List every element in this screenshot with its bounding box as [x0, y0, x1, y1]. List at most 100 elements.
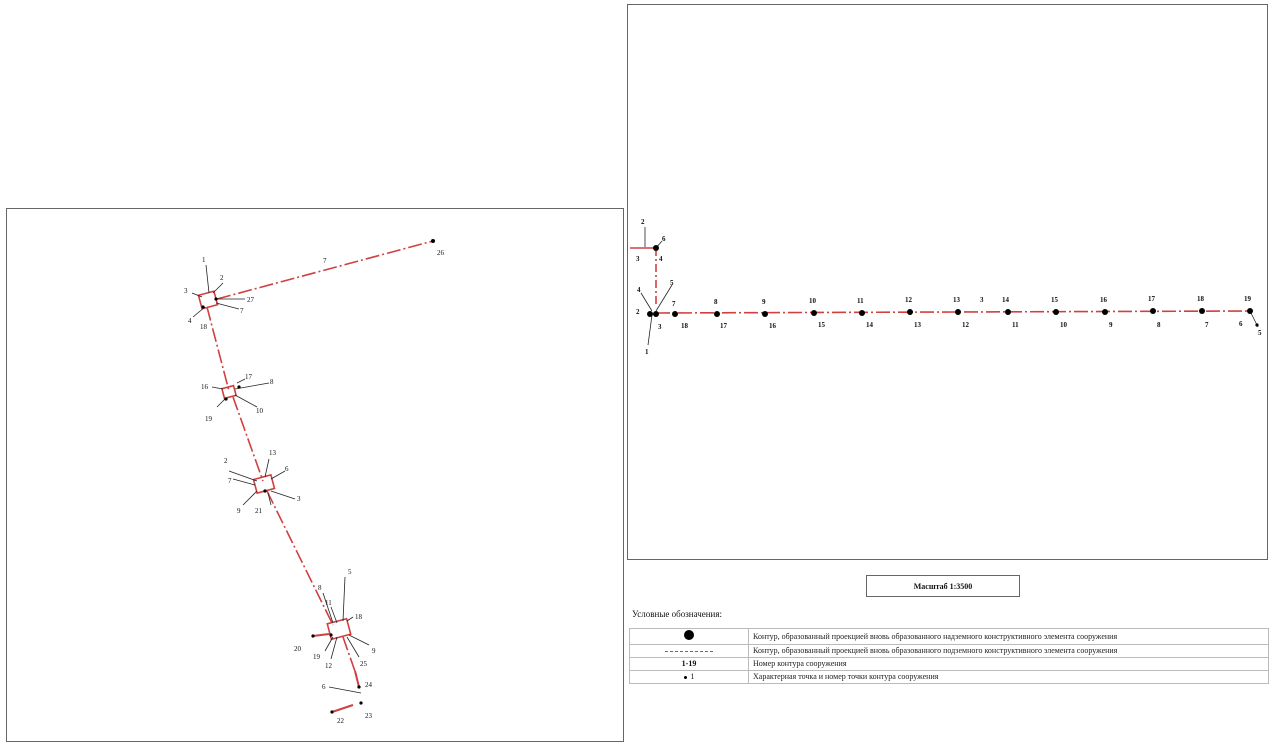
- contour-line-main-1: [206, 306, 230, 392]
- legend-desc: Номер контура сооружения: [748, 657, 1269, 671]
- right-label: 4: [637, 286, 641, 294]
- left-label: 6: [322, 683, 326, 691]
- legend-row: 1 Характерная точка и номер точки контур…: [629, 670, 1269, 684]
- left-label: 7: [240, 307, 244, 315]
- right-label: 10: [809, 297, 817, 305]
- right-label: 13: [914, 321, 922, 329]
- left-label: 3: [184, 287, 188, 295]
- left-label: 5: [348, 568, 352, 576]
- right-label: 9: [1109, 321, 1113, 329]
- legend-table: Контур, образованный проекцией вновь обр…: [629, 628, 1269, 684]
- left-map-panel: 1 2 3 27 7 4 18 7 26 17 8 16 19 10 13 2 …: [6, 208, 624, 742]
- legend-desc: Контур, образованный проекцией вновь обр…: [748, 628, 1269, 645]
- left-label: 18: [200, 323, 208, 331]
- left-label: 23: [365, 712, 373, 720]
- right-label: 2: [641, 218, 645, 226]
- left-label: 21: [255, 507, 263, 515]
- left-label: 9: [372, 647, 376, 655]
- right-label: 8: [1157, 321, 1161, 329]
- left-label: 20: [294, 645, 302, 653]
- contour-seg-22: [331, 704, 354, 713]
- left-label: 13: [269, 449, 277, 457]
- right-label: 5: [1258, 329, 1262, 337]
- left-label: 8: [318, 584, 322, 592]
- right-label: 4: [659, 255, 663, 263]
- right-label: 17: [1148, 295, 1156, 303]
- right-label: 2: [636, 308, 640, 316]
- scale-label: Масштаб 1:3500: [866, 575, 1020, 597]
- contour-line-7-26: [216, 240, 434, 300]
- right-label: 12: [905, 296, 913, 304]
- right-label: 14: [1002, 296, 1010, 304]
- left-label: 19: [313, 653, 321, 661]
- left-label: 9: [237, 507, 241, 515]
- right-label: 3: [636, 255, 640, 263]
- left-label: 27: [247, 296, 255, 304]
- left-label: 7: [228, 477, 232, 485]
- contour-line-main-2: [232, 396, 264, 482]
- right-label: 6: [662, 235, 666, 243]
- structure-box-mid1: [220, 384, 238, 400]
- right-label: 3: [658, 323, 662, 331]
- left-label: 4: [188, 317, 192, 325]
- right-label: 8: [714, 298, 718, 306]
- left-label: 2: [220, 274, 224, 282]
- right-label: 17: [720, 322, 728, 330]
- right-label: 18: [681, 322, 689, 330]
- left-label: 10: [256, 407, 264, 415]
- right-label: 3: [980, 296, 984, 304]
- left-label: 18: [355, 613, 363, 621]
- left-label: 8: [270, 378, 274, 386]
- left-label: 6: [285, 465, 289, 473]
- right-label: 15: [1051, 296, 1059, 304]
- left-label: 7: [323, 257, 327, 265]
- left-label: 12: [325, 662, 333, 670]
- legend-title: Условные обозначения:: [632, 609, 723, 619]
- left-label: 17: [245, 373, 253, 381]
- left-label: 24: [365, 681, 373, 689]
- contour-line-lower: [342, 636, 358, 678]
- left-label: 1: [202, 256, 206, 264]
- left-label: 16: [201, 383, 209, 391]
- contour-line-main-3: [266, 490, 334, 626]
- legend-desc: Характерная точка и номер точки контура …: [748, 670, 1269, 684]
- point-icon: [683, 675, 687, 679]
- structure-box-top: [197, 290, 219, 310]
- left-label: 19: [205, 415, 213, 423]
- contour-seg-20: [312, 633, 330, 637]
- left-label: 2: [224, 457, 228, 465]
- right-label: 1: [645, 348, 649, 356]
- left-label: 3: [297, 495, 301, 503]
- contour-line-horizontal: [655, 310, 1251, 314]
- right-label: 10: [1060, 321, 1068, 329]
- structure-box-low: [326, 617, 352, 641]
- right-label: 7: [672, 300, 676, 308]
- right-label: 7: [1205, 321, 1209, 329]
- right-label: 5: [670, 279, 674, 287]
- right-label: 11: [857, 297, 864, 305]
- right-label: 19: [1244, 295, 1252, 303]
- right-label: 18: [1197, 295, 1205, 303]
- right-label: 15: [818, 321, 826, 329]
- right-label: 6: [1239, 320, 1243, 328]
- legend-row: Контур, образованный проекцией вновь обр…: [629, 628, 1269, 645]
- right-label: 14: [866, 321, 874, 329]
- legend-row: 1-19 Номер контура сооружения: [629, 657, 1269, 671]
- legend-symbol: 1-19: [629, 657, 749, 671]
- right-map-panel: 2 6 3 4 5 4 2 3 1 7 18 8 17 9 16 10 15 1…: [627, 4, 1268, 560]
- legend-desc: Контур, образованный проекцией вновь обр…: [748, 644, 1269, 658]
- legend-row: Контур, образованный проекцией вновь обр…: [629, 644, 1269, 658]
- left-label: 25: [360, 660, 368, 668]
- right-label: 16: [769, 322, 777, 330]
- above-ground-contour-icon: [684, 630, 694, 640]
- left-label: 11: [325, 599, 332, 607]
- left-label: 22: [337, 717, 345, 725]
- right-map-canvas: 2 6 3 4 5 4 2 3 1 7 18 8 17 9 16 10 15 1…: [630, 218, 1262, 356]
- left-map-canvas: 1 2 3 27 7 4 18 7 26 17 8 16 19 10 13 2 …: [184, 239, 445, 725]
- right-label: 9: [762, 298, 766, 306]
- left-label: 26: [437, 249, 445, 257]
- right-label: 12: [962, 321, 970, 329]
- legend-symbol: 1: [690, 672, 695, 681]
- right-label: 11: [1012, 321, 1019, 329]
- right-label: 16: [1100, 296, 1108, 304]
